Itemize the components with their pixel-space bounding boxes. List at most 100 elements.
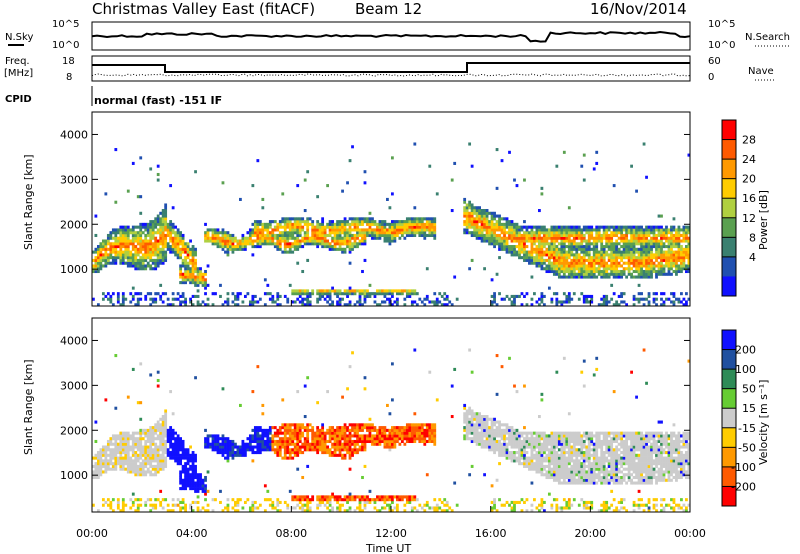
power-cell bbox=[660, 228, 663, 232]
power-cell bbox=[620, 253, 624, 257]
velocity-cell bbox=[346, 426, 349, 430]
power-cell bbox=[136, 247, 140, 251]
power-cell bbox=[562, 242, 566, 246]
power-cell bbox=[590, 261, 594, 265]
velocity-cell bbox=[126, 442, 130, 446]
power-cell bbox=[278, 247, 282, 251]
power-cell bbox=[538, 256, 541, 260]
velocity-cell bbox=[226, 437, 230, 441]
power-cell bbox=[146, 292, 150, 296]
velocity-cell bbox=[358, 428, 362, 432]
velocity-cell bbox=[346, 439, 349, 444]
velocity-cell bbox=[346, 442, 349, 446]
power-cell bbox=[600, 261, 604, 265]
power-cell bbox=[206, 303, 210, 307]
power-cell bbox=[169, 222, 173, 226]
power-cell bbox=[199, 278, 202, 282]
power-cell bbox=[555, 267, 559, 271]
power-cell bbox=[530, 236, 534, 240]
power-cell bbox=[239, 247, 242, 251]
power-cell bbox=[156, 261, 160, 265]
power-cell bbox=[567, 272, 571, 276]
power-cell bbox=[186, 250, 190, 254]
power-cell bbox=[336, 289, 339, 293]
velocity-cell bbox=[348, 434, 352, 438]
power-cell bbox=[119, 242, 123, 246]
velocity-cell bbox=[420, 431, 424, 435]
velocity-cell bbox=[371, 428, 374, 432]
power-cell bbox=[567, 253, 571, 257]
power-cell bbox=[166, 247, 170, 251]
power-cell bbox=[403, 220, 407, 224]
power-cell bbox=[635, 267, 638, 271]
velocity-cell bbox=[423, 423, 427, 427]
velocity-cell bbox=[433, 428, 437, 432]
power-cell bbox=[306, 292, 310, 296]
velocity-cell bbox=[430, 439, 434, 444]
power-cell bbox=[480, 228, 484, 232]
velocity-cell bbox=[104, 451, 108, 455]
power-cell bbox=[617, 256, 621, 260]
power-cell bbox=[552, 258, 556, 262]
power-cell bbox=[478, 214, 481, 218]
power-cell bbox=[278, 233, 282, 238]
velocity-cell bbox=[386, 428, 389, 432]
velocity-cell bbox=[316, 431, 320, 435]
velocity-cell bbox=[331, 442, 334, 446]
velocity-cell bbox=[286, 448, 290, 452]
power-cell bbox=[221, 231, 225, 235]
power-cell bbox=[495, 272, 499, 276]
velocity-cell bbox=[214, 442, 217, 446]
velocity-cell bbox=[485, 442, 489, 446]
power-cell bbox=[346, 289, 349, 293]
velocity-cell bbox=[121, 431, 125, 435]
velocity-cell bbox=[410, 426, 414, 430]
power-cell bbox=[672, 245, 676, 249]
velocity-cell bbox=[194, 500, 197, 504]
power-cell bbox=[620, 225, 624, 229]
power-cell bbox=[301, 297, 305, 301]
velocity-cell bbox=[114, 406, 118, 410]
power-cell bbox=[627, 269, 631, 274]
velocity-cell bbox=[388, 428, 392, 432]
power-cell bbox=[490, 211, 494, 215]
power-cell bbox=[540, 239, 544, 243]
power-cell bbox=[582, 256, 586, 260]
power-cell bbox=[348, 228, 352, 232]
power-cell bbox=[116, 242, 120, 246]
velocity-cell bbox=[151, 434, 155, 438]
power-cell bbox=[600, 258, 604, 262]
power-cell bbox=[647, 267, 651, 271]
velocity-cell bbox=[423, 503, 427, 507]
velocity-cell bbox=[221, 434, 225, 438]
velocity-cell bbox=[348, 445, 352, 449]
power-cell bbox=[159, 261, 163, 265]
power-cell bbox=[675, 267, 678, 271]
velocity-cell bbox=[176, 437, 180, 441]
power-cell bbox=[154, 267, 158, 271]
power-cell bbox=[612, 256, 616, 260]
velocity-cell bbox=[361, 442, 364, 446]
velocity-cell bbox=[121, 445, 125, 449]
velocity-cell bbox=[291, 506, 295, 510]
velocity-cell bbox=[435, 398, 439, 402]
power-cell bbox=[159, 239, 163, 243]
power-cell bbox=[216, 245, 220, 249]
power-cell bbox=[495, 220, 499, 224]
power-cell bbox=[316, 289, 320, 293]
power-cell bbox=[525, 256, 529, 260]
velocity-cell bbox=[131, 451, 135, 455]
power-cell bbox=[615, 250, 619, 254]
velocity-cell bbox=[214, 439, 217, 444]
velocity-cell bbox=[398, 431, 402, 435]
power-cell bbox=[582, 153, 586, 157]
power-cell bbox=[263, 233, 267, 238]
velocity-cell bbox=[171, 503, 175, 507]
power-cell bbox=[146, 233, 150, 238]
velocity-cell bbox=[328, 434, 332, 438]
power-cell bbox=[498, 217, 501, 221]
velocity-cell bbox=[171, 428, 175, 432]
power-cell bbox=[306, 297, 310, 301]
power-cell bbox=[655, 247, 658, 251]
velocity-cell bbox=[104, 456, 108, 460]
